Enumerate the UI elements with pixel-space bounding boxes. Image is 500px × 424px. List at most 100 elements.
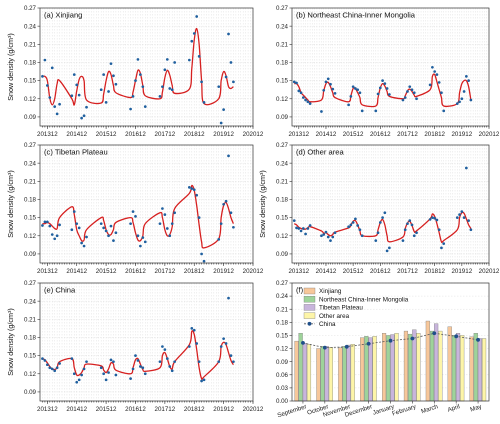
legend-swatch [303, 304, 316, 311]
y-tick-label: 0.12 [24, 233, 37, 240]
data-point [50, 66, 54, 70]
data-point [41, 357, 44, 360]
bar [306, 344, 312, 402]
data-point [187, 58, 191, 62]
data-point [381, 216, 384, 219]
data-point [197, 55, 201, 58]
data-point [82, 244, 86, 248]
y-tick-label: 0.12 [276, 96, 289, 103]
china-marker [388, 338, 393, 343]
x-tick-label: 201712 [155, 131, 176, 138]
legend-swatch [303, 287, 316, 295]
bar [451, 335, 456, 402]
data-point [306, 227, 310, 230]
bar [477, 338, 482, 402]
data-point [55, 234, 59, 238]
data-point [229, 61, 233, 64]
y-tick-label: 0.03 [276, 385, 289, 392]
data-point [85, 105, 88, 109]
data-point [406, 222, 409, 226]
legend-label: Xinjiang [319, 288, 342, 295]
data-point [187, 186, 191, 189]
data-point [114, 82, 118, 86]
data-point [48, 366, 52, 370]
data-point [333, 231, 337, 235]
data-point [99, 88, 103, 92]
data-point [403, 228, 407, 232]
data-point [109, 62, 113, 66]
data-point [381, 79, 384, 82]
y-tick-label: 0.09 [276, 359, 289, 366]
bar [455, 333, 461, 402]
data-point [141, 366, 145, 370]
data-point [460, 97, 464, 101]
data-point [143, 372, 147, 376]
data-point [80, 373, 83, 377]
data-point [308, 224, 312, 227]
data-point [168, 87, 172, 90]
data-point [349, 223, 353, 227]
data-point [139, 73, 142, 76]
data-point [465, 75, 468, 78]
data-point [301, 227, 305, 230]
data-point [320, 110, 323, 113]
x-tick-label: 201712 [155, 406, 176, 413]
bar [469, 336, 474, 402]
data-point [104, 229, 108, 233]
x-tick-label: 202012 [243, 131, 264, 138]
data-point [410, 88, 414, 92]
y-tick-label: 0.15 [276, 333, 289, 340]
data-point [219, 345, 223, 348]
y-axis-label: Snow density (g/cm³) [6, 33, 15, 101]
panel-title: (c) Tibetan Plateau [44, 148, 108, 157]
bar [386, 335, 391, 402]
data-point [43, 58, 47, 62]
data-point [190, 187, 194, 190]
data-point [433, 70, 437, 73]
data-point [161, 345, 164, 348]
data-point [360, 234, 364, 238]
data-point [43, 359, 47, 362]
data-point [202, 378, 206, 382]
data-point [112, 360, 115, 364]
data-point [158, 222, 162, 226]
data-point [347, 225, 350, 229]
data-point [232, 80, 235, 84]
x-tick-label: 201512 [96, 268, 117, 275]
data-point [53, 105, 57, 108]
data-point [102, 226, 106, 230]
y-tick-label: 0.09 [24, 389, 37, 396]
data-point [324, 80, 328, 84]
data-point [219, 121, 223, 125]
bar [403, 330, 409, 402]
bar [294, 340, 299, 402]
x-tick-label: 201612 [125, 131, 146, 138]
y-tick-label: 0.15 [24, 78, 37, 85]
y-tick-label: 0.18 [24, 197, 37, 204]
data-point [104, 101, 108, 104]
data-point [227, 296, 230, 300]
y-axis-label: Snow density (g/cm³) [6, 308, 15, 376]
y-tick-label: 0.12 [276, 346, 289, 353]
data-point [433, 216, 437, 220]
legend-swatch [303, 296, 316, 303]
legend-label: China [319, 321, 336, 328]
data-point [322, 88, 326, 92]
data-point [326, 77, 330, 81]
data-point [217, 360, 221, 364]
data-point [109, 224, 113, 228]
bar [482, 338, 487, 402]
data-point [85, 360, 88, 364]
y-tick-label: 0.27 [24, 280, 37, 287]
x-tick-label: 202012 [243, 406, 264, 413]
x-tick-label: 201612 [370, 268, 391, 275]
data-point [195, 193, 199, 197]
data-point [374, 109, 378, 113]
data-point [158, 360, 162, 364]
data-point [45, 363, 49, 367]
data-point [163, 348, 167, 351]
data-point [469, 98, 473, 102]
y-tick-label: 0.27 [276, 280, 289, 287]
data-point [102, 73, 106, 76]
x-tick-label: 201912 [213, 131, 234, 138]
